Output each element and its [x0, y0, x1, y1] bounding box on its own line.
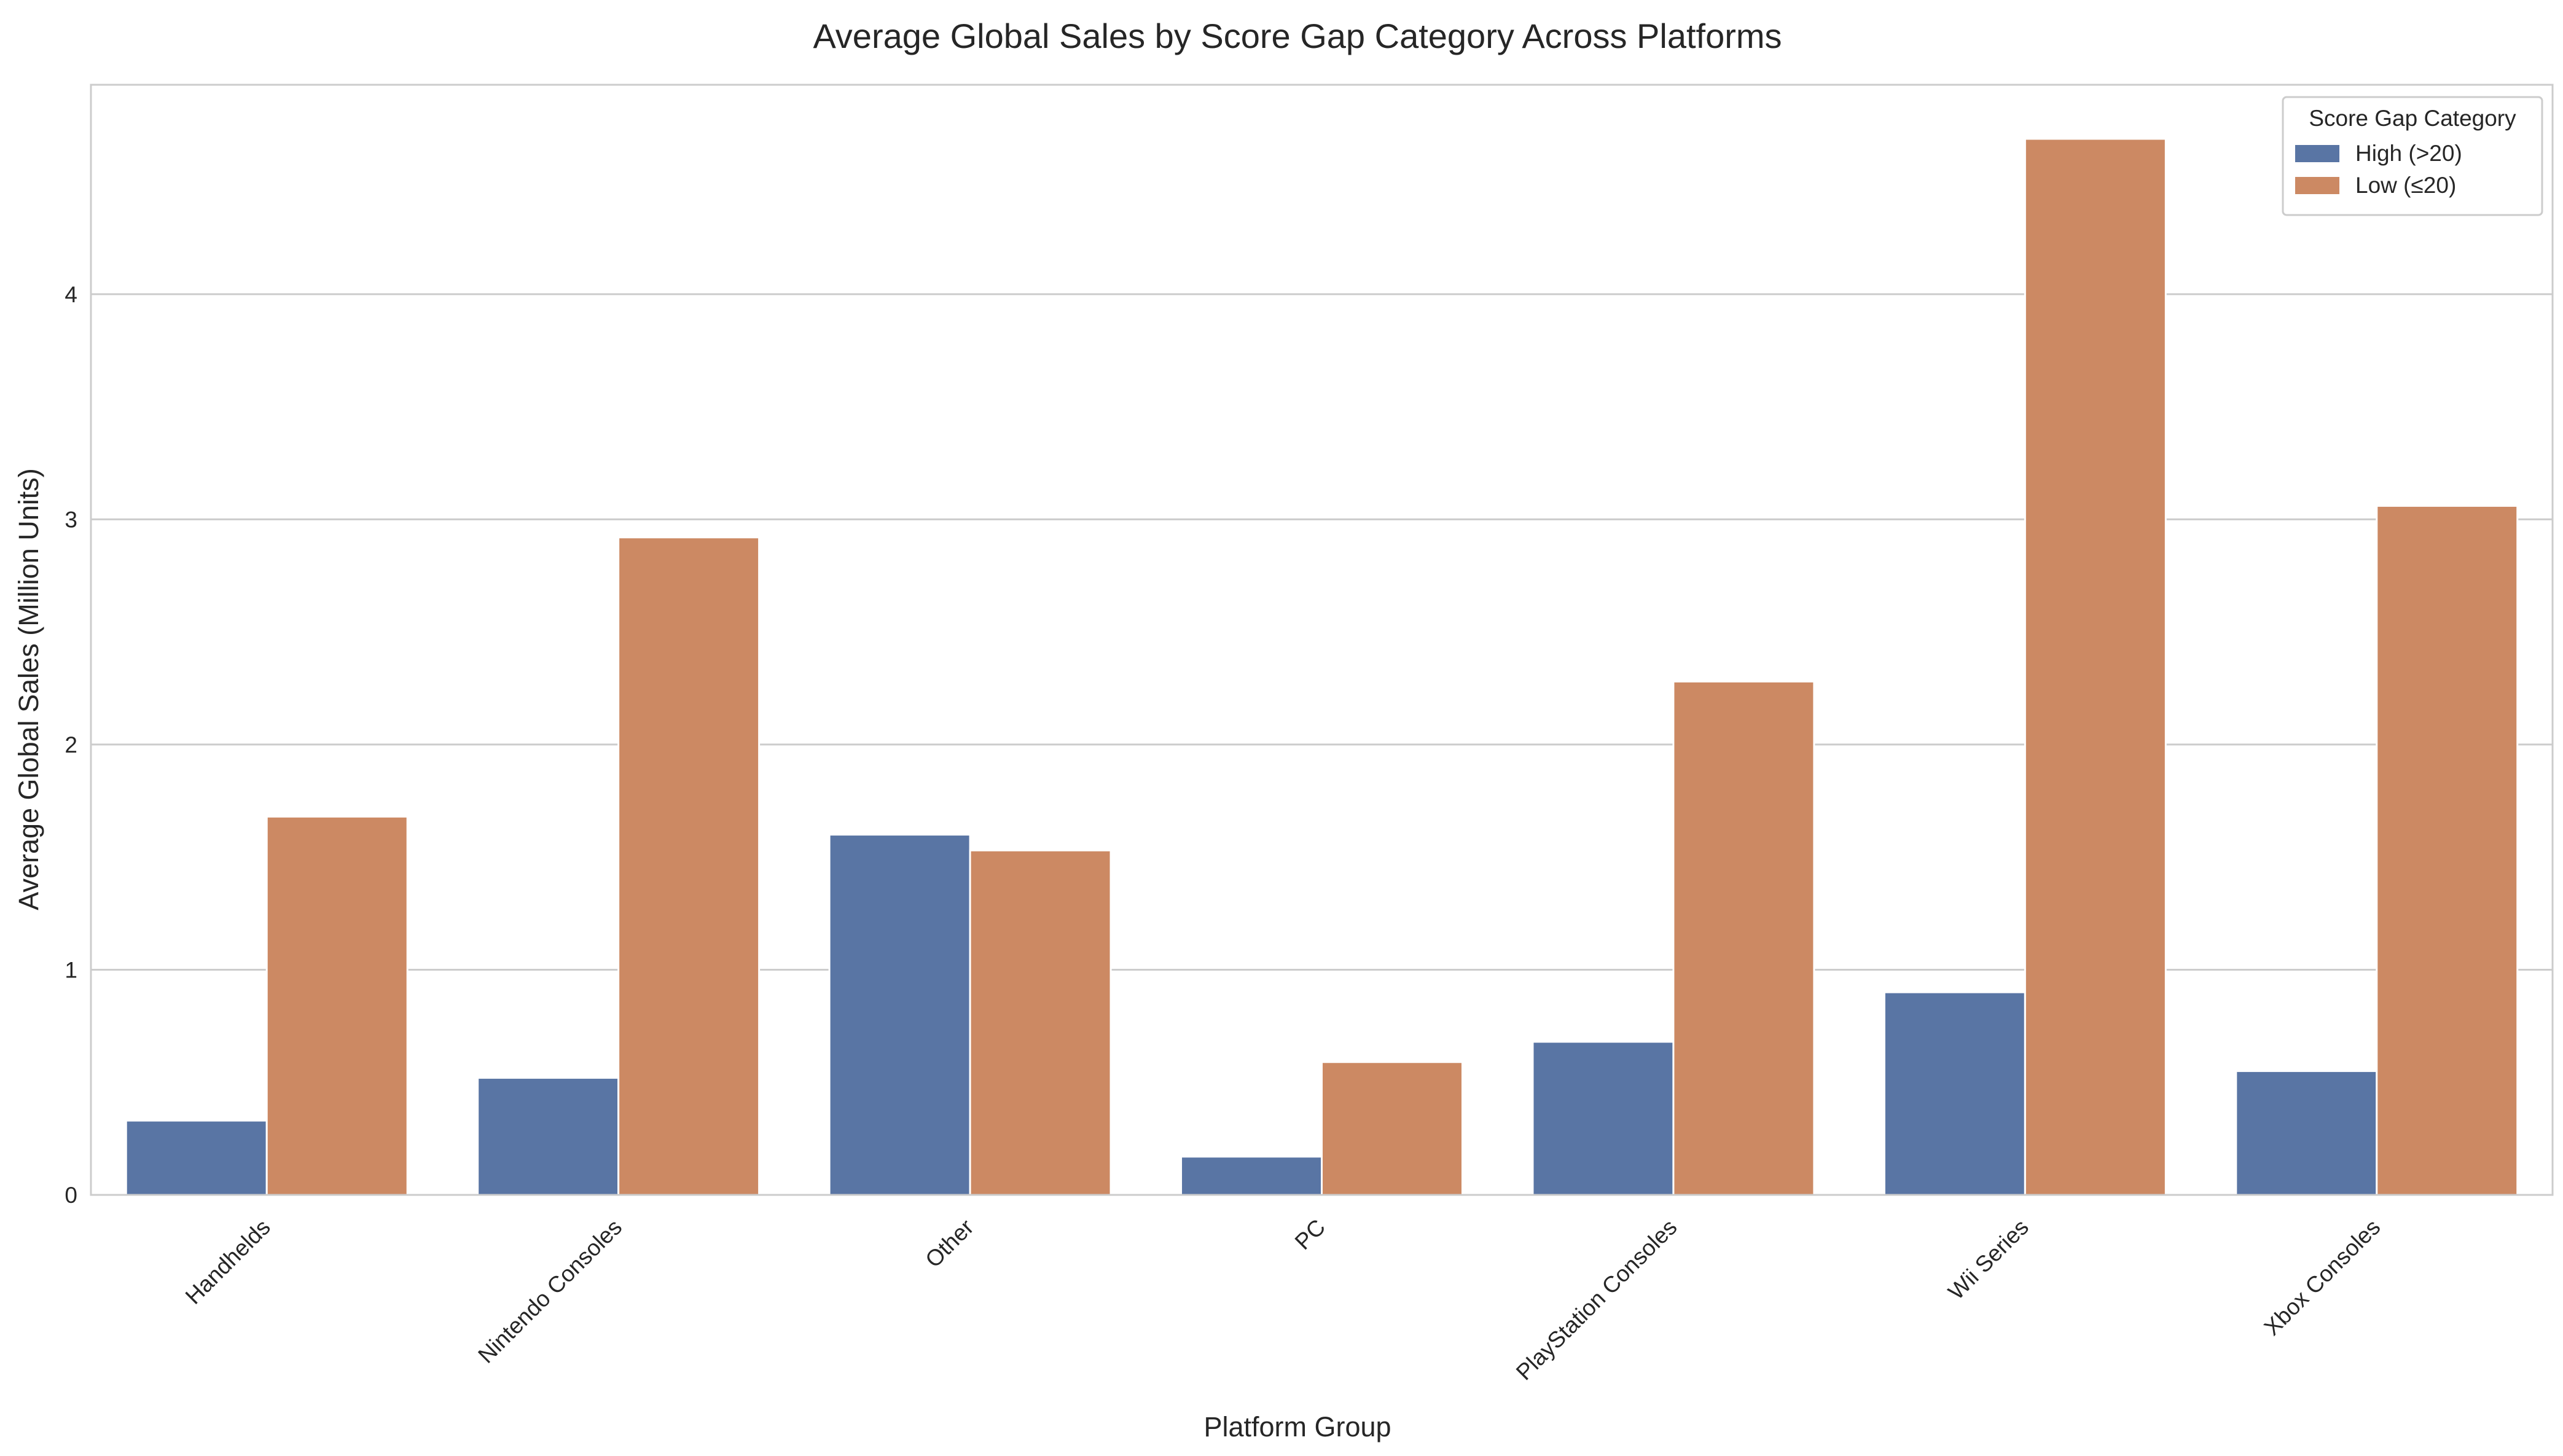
legend-box	[2282, 96, 2543, 216]
bar	[2024, 138, 2167, 1196]
bar	[477, 1076, 620, 1196]
bar	[1672, 680, 1815, 1196]
y-axis-label: Average Global Sales (Million Units)	[13, 468, 44, 910]
bar	[828, 834, 971, 1196]
bar	[1180, 1156, 1323, 1196]
legend: Score Gap Category High (>20) Low (≤20)	[2282, 96, 2543, 216]
bar	[1532, 1041, 1675, 1196]
y-tick-label: 4	[65, 282, 77, 307]
y-tick-labels: 0 1 2 3 4	[65, 282, 77, 1208]
bar	[1883, 991, 2026, 1196]
x-axis-label: Platform Group	[1203, 1411, 1391, 1442]
bar	[125, 1119, 268, 1196]
bar	[2376, 504, 2519, 1196]
bar	[617, 536, 761, 1196]
legend-entry-label: High (>20)	[2355, 141, 2462, 166]
plot-frame	[90, 84, 2554, 1196]
bar	[1321, 1061, 1463, 1196]
y-tick-label: 2	[65, 732, 77, 757]
bars	[125, 138, 2519, 1196]
bar	[969, 849, 1112, 1196]
y-tick-label: 0	[65, 1183, 77, 1208]
legend-entry-label: Low (≤20)	[2355, 173, 2456, 198]
bar	[2235, 1070, 2378, 1196]
y-tick-label: 1	[65, 957, 77, 982]
legend-title: Score Gap Category	[2309, 106, 2516, 131]
legend-swatch	[2295, 145, 2339, 162]
legend-swatch	[2295, 177, 2339, 194]
chart-title: Average Global Sales by Score Gap Catego…	[813, 17, 1782, 55]
bar	[265, 815, 409, 1196]
y-tick-label: 3	[65, 507, 77, 532]
